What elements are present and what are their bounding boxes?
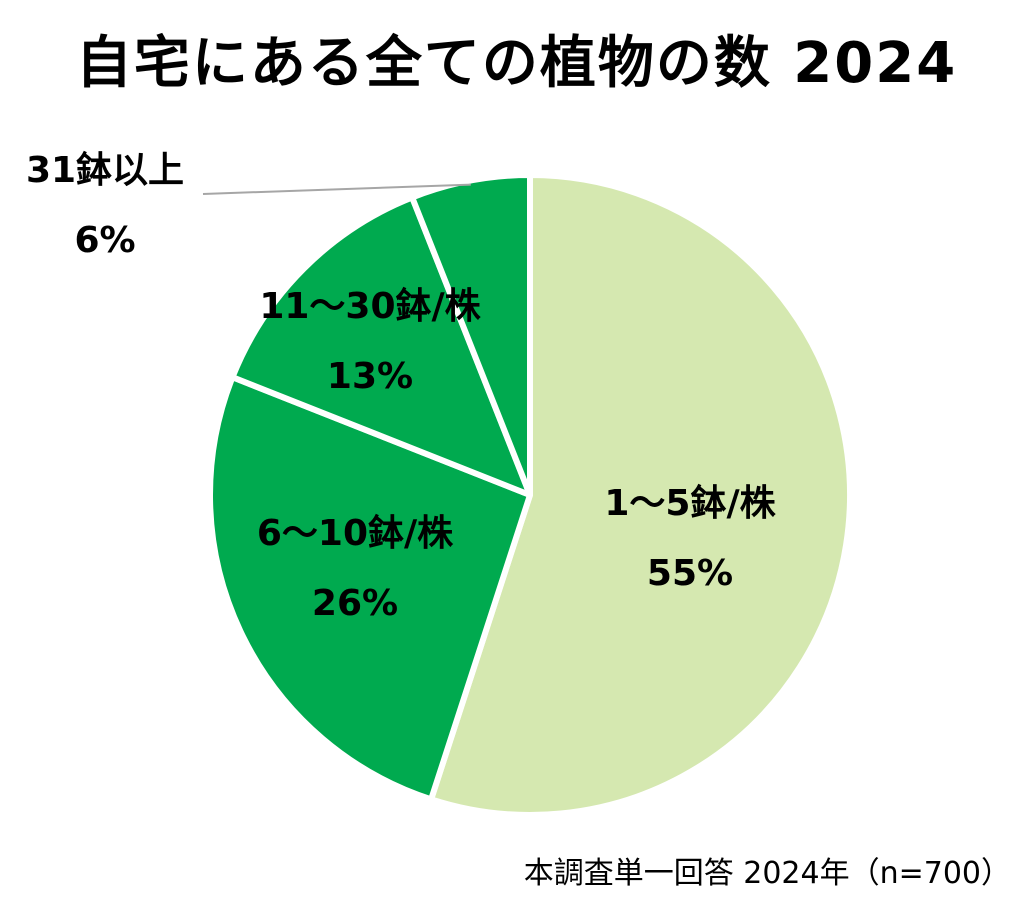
slice-11-30 bbox=[229, 194, 533, 498]
slice-1-5 bbox=[428, 172, 853, 818]
slice-category-label: 6～10鉢/株 bbox=[257, 512, 454, 554]
slice-value-label: 13% bbox=[327, 356, 413, 397]
leader-line-31-plus bbox=[202, 183, 471, 195]
chart-title: 自宅にある全ての植物の数 2024 bbox=[75, 31, 958, 96]
slice-value-label: 26% bbox=[312, 583, 398, 624]
slice-category-label: 11～30鉢/株 bbox=[259, 285, 481, 327]
slice-category-label: 1～5鉢/株 bbox=[604, 482, 776, 524]
slice-value-label: 55% bbox=[647, 553, 733, 594]
footnote: 本調査単一回答 2024年（n=700） bbox=[523, 856, 1011, 891]
pie-labels: 1～5鉢/株 55% 6～10鉢/株 26% 11～30鉢/株 13% 31鉢以上 6% bbox=[26, 149, 777, 624]
slice-6-10 bbox=[207, 374, 533, 803]
pie-slices bbox=[207, 172, 853, 818]
slice-value-label: 6% bbox=[74, 220, 135, 261]
slice-category-label: 31鉢以上 bbox=[26, 149, 184, 191]
slice-31-plus bbox=[409, 172, 533, 498]
